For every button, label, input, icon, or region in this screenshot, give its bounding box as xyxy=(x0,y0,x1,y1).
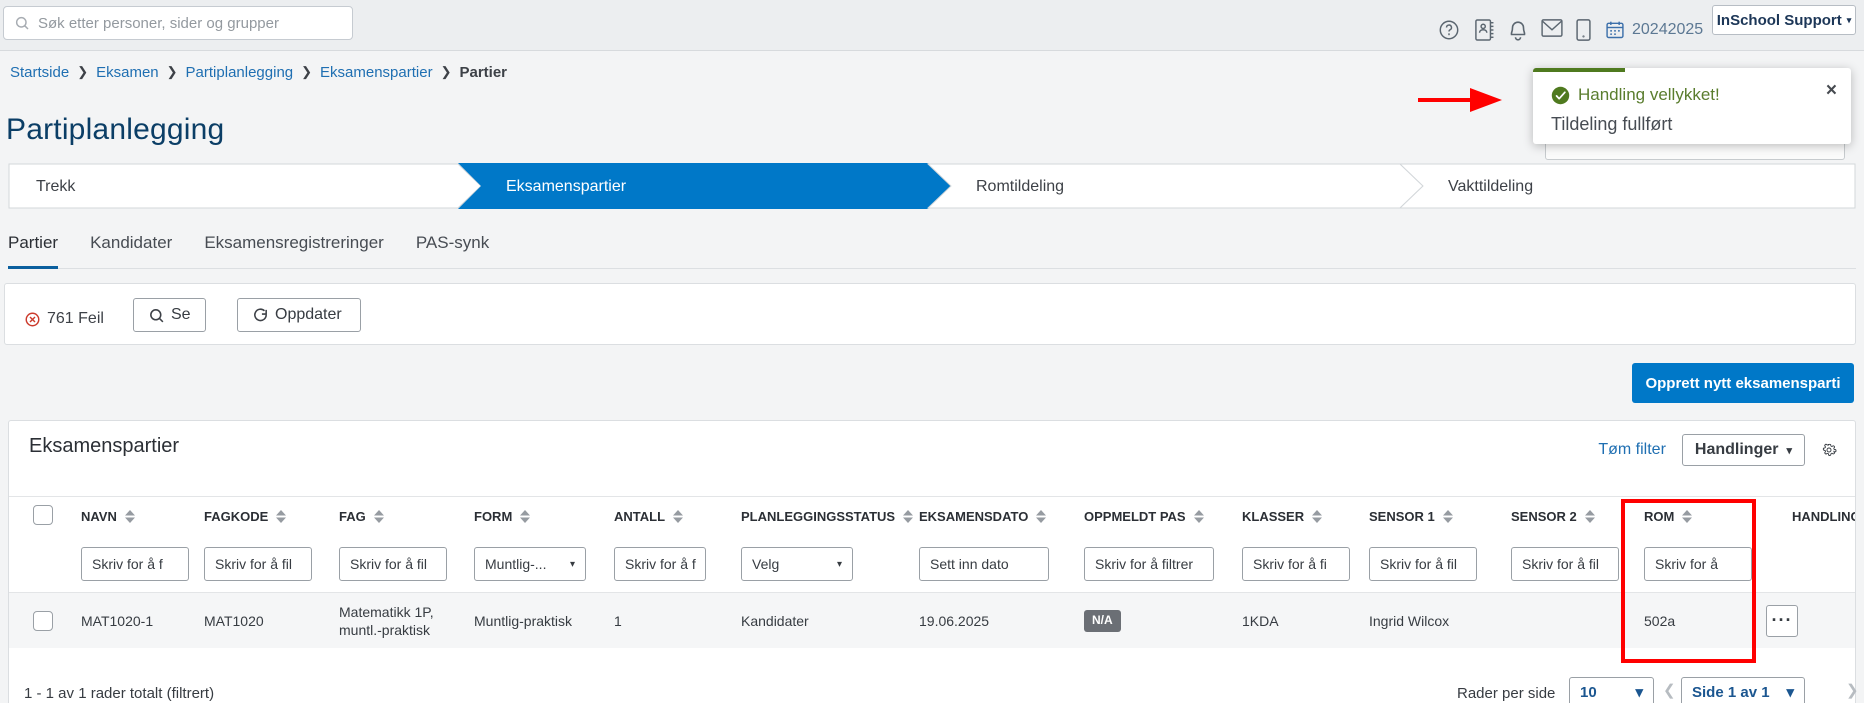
svg-text:Trekk: Trekk xyxy=(36,178,76,195)
svg-text:Romtildeling: Romtildeling xyxy=(976,178,1064,195)
svg-text:Eksamenspartier: Eksamenspartier xyxy=(506,178,627,195)
svg-text:Vakttildeling: Vakttildeling xyxy=(1448,178,1533,195)
